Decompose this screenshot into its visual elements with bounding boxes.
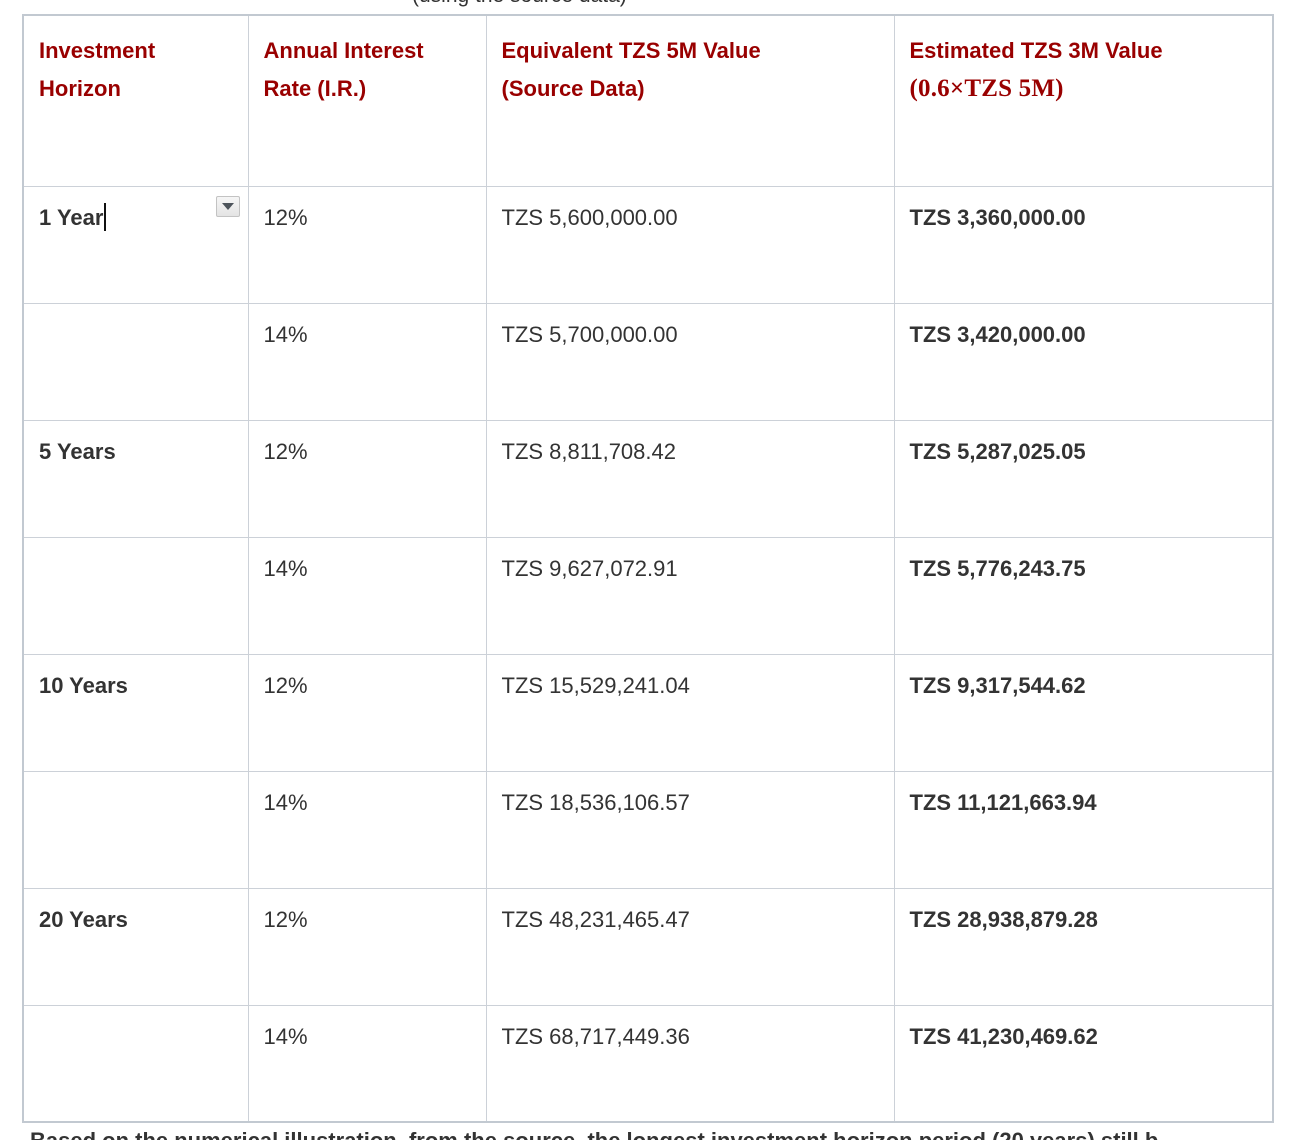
table-row: 20 Years 12% TZS 48,231,465.47 TZS 28,938,8… [22,887,1274,1006]
cell-investment-horizon[interactable]: 5 Years [22,419,249,538]
clipped-caption: (using the source data) [412,0,627,8]
cell-text: 14% [263,1023,308,1049]
cell-tzs-3m-value[interactable]: TZS 5,287,025.05 [893,419,1274,538]
table-row: 14% TZS 5,700,000.00 TZS 3,420,000.00 [22,302,1274,421]
cell-interest-rate[interactable]: 12% [247,887,487,1006]
cell-text: 14% [263,789,308,815]
investment-table: Investment Horizon Annual Interest Rate … [22,14,1274,1123]
header-line: (Source Data) [501,76,645,101]
cell-interest-rate[interactable]: 12% [247,185,487,304]
cell-tzs-5m-value[interactable]: TZS 8,811,708.42 [485,419,895,538]
cell-interest-rate[interactable]: 12% [247,653,487,772]
cell-tzs-5m-value[interactable]: TZS 9,627,072.91 [485,536,895,655]
header-line-formula: (0.6×TZS 5M) [909,75,1064,102]
header-equivalent-tzs-5m[interactable]: Equivalent TZS 5M Value (Source Data) [485,14,895,187]
cell-text: TZS 41,230,469.62 [909,1023,1098,1049]
header-line: Horizon [39,76,121,101]
header-investment-horizon[interactable]: Investment Horizon [22,14,249,187]
cell-text: TZS 8,811,708.42 [501,438,677,464]
cell-text: TZS 5,287,025.05 [909,438,1086,464]
cell-tzs-3m-value[interactable]: TZS 9,317,544.62 [893,653,1274,772]
cell-text: TZS 5,600,000.00 [501,204,678,230]
cell-text: TZS 9,317,544.62 [909,672,1086,698]
header-line: Estimated TZS 3M Value [909,38,1163,63]
cell-tzs-3m-value[interactable]: TZS 41,230,469.62 [893,1004,1274,1123]
header-line: Annual Interest [263,38,424,63]
cell-tzs-5m-value[interactable]: TZS 18,536,106.57 [485,770,895,889]
cell-tzs-3m-value[interactable]: TZS 28,938,879.28 [893,887,1274,1006]
cell-text: TZS 9,627,072.91 [501,555,678,581]
cell-text: TZS 28,938,879.28 [909,906,1098,932]
cell-investment-horizon[interactable] [22,770,249,889]
cell-text: TZS 3,360,000.00 [909,204,1086,230]
cell-text: 12% [263,204,308,230]
cell-text: TZS 5,700,000.00 [501,321,678,347]
header-line: Rate (I.R.) [263,76,367,101]
table-row: 14% TZS 9,627,072.91 TZS 5,776,243.75 [22,536,1274,655]
cell-investment-horizon[interactable] [22,536,249,655]
cell-text: TZS 3,420,000.00 [909,321,1086,347]
cell-tzs-5m-value[interactable]: TZS 5,600,000.00 [485,185,895,304]
cell-tzs-5m-value[interactable]: TZS 15,529,241.04 [485,653,895,772]
cell-tzs-5m-value[interactable]: TZS 48,231,465.47 [485,887,895,1006]
cell-text: TZS 5,776,243.75 [909,555,1086,581]
cell-text: 1 Year [39,204,104,230]
cell-text: 10 Years [39,672,128,698]
cell-text: TZS 18,536,106.57 [501,789,690,815]
cell-text: 12% [263,672,308,698]
cell-investment-horizon[interactable] [22,302,249,421]
cell-tzs-5m-value[interactable]: TZS 5,700,000.00 [485,302,895,421]
cell-dropdown-button[interactable] [215,195,240,217]
cell-interest-rate[interactable]: 14% [247,1004,487,1123]
table-row: 10 Years 12% TZS 15,529,241.04 TZS 9,317,54… [22,653,1274,772]
cell-investment-horizon[interactable]: 20 Years [22,887,249,1006]
cell-text: TZS 48,231,465.47 [501,906,690,932]
cell-text: 14% [263,555,308,581]
table-row: 1 Year 12% TZS 5,600,000.00 TZS 3,360,000.0… [22,185,1274,304]
header-line: Equivalent TZS 5M Value [501,38,761,63]
cell-text: TZS 15,529,241.04 [501,672,690,698]
cell-tzs-3m-value[interactable]: TZS 5,776,243.75 [893,536,1274,655]
text-cursor [104,202,107,231]
cell-investment-horizon[interactable]: 1 Year [22,185,249,304]
cell-text: TZS 11,121,663.94 [909,789,1097,815]
cell-tzs-3m-value[interactable]: TZS 3,360,000.00 [893,185,1274,304]
table-row: 5 Years 12% TZS 8,811,708.42 TZS 5,287,025.… [22,419,1274,538]
cell-tzs-3m-value[interactable]: TZS 3,420,000.00 [893,302,1274,421]
header-row: Investment Horizon Annual Interest Rate … [22,14,1274,187]
dropdown-arrow-icon [221,202,234,210]
clipped-paragraph: Based on the numerical illustration, fro… [30,1128,1280,1140]
cell-investment-horizon[interactable]: 10 Years [22,653,249,772]
cell-text: 12% [263,438,308,464]
table-row: 14% TZS 68,717,449.36 TZS 41,230,469.62 [22,1004,1274,1123]
cell-tzs-3m-value[interactable]: TZS 11,121,663.94 [893,770,1274,889]
cell-interest-rate[interactable]: 14% [247,302,487,421]
cell-interest-rate[interactable]: 14% [247,536,487,655]
cell-text: 5 Years [39,438,116,464]
header-estimated-tzs-3m[interactable]: Estimated TZS 3M Value (0.6×TZS 5M) [893,14,1274,187]
header-line: Investment [39,38,156,63]
cell-investment-horizon[interactable] [22,1004,249,1123]
table-row: 14% TZS 18,536,106.57 TZS 11,121,663.94 [22,770,1274,889]
cell-text: TZS 68,717,449.36 [501,1023,690,1049]
cell-interest-rate[interactable]: 14% [247,770,487,889]
cell-text: 12% [263,906,308,932]
cell-text: 20 Years [39,906,128,932]
header-annual-interest-rate[interactable]: Annual Interest Rate (I.R.) [247,14,487,187]
cell-text: 14% [263,321,308,347]
cell-tzs-5m-value[interactable]: TZS 68,717,449.36 [485,1004,895,1123]
cell-interest-rate[interactable]: 12% [247,419,487,538]
